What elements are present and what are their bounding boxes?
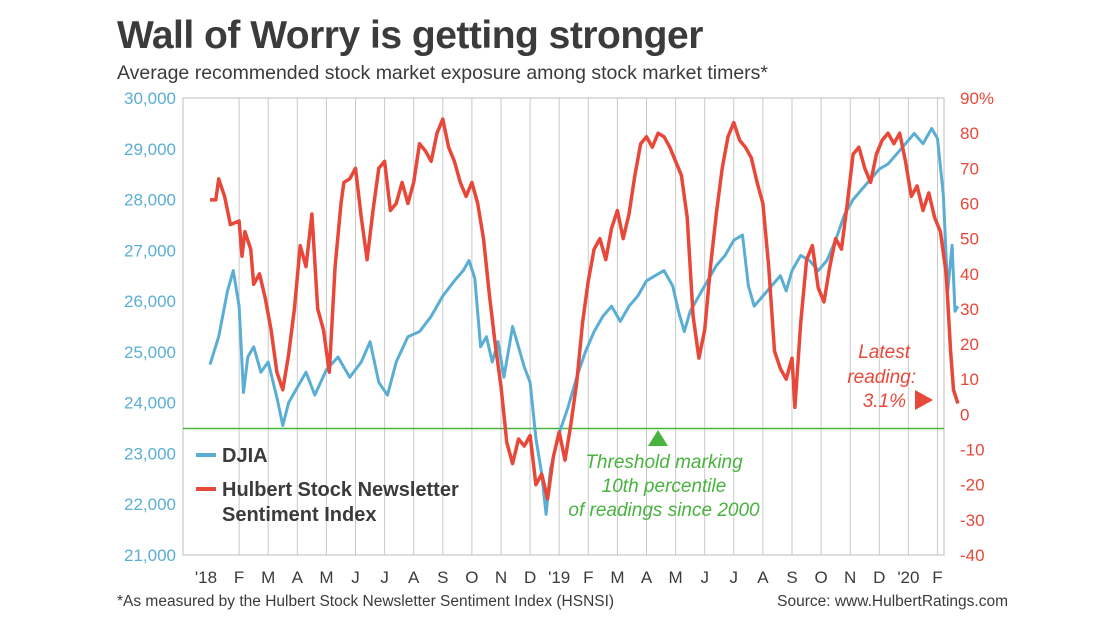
footnote: *As measured by the Hulbert Stock Newsle… [117,593,615,610]
x-tick-label: N [495,568,507,587]
right-tick-label: 0 [960,405,969,424]
latest-reading-line2: reading: [847,367,916,388]
x-tick-label: F [583,568,593,587]
x-tick-label: F [932,568,942,587]
right-tick-label: -30 [960,511,985,530]
right-tick-label: 20 [960,335,979,354]
left-tick-label: 22,000 [124,495,176,514]
latest-reading-annotation: Latest reading: 3.1% [847,342,933,412]
x-tick-label: J [380,568,389,587]
left-tick-label: 28,000 [124,191,176,210]
x-tick-label: D [524,568,536,587]
left-tick-label: 26,000 [124,292,176,311]
x-tick-label: M [261,568,275,587]
hsnsi-series-line [210,117,960,501]
x-tick-label: '18 [195,568,217,587]
right-tick-label: 60 [960,194,979,213]
threshold-label-line3: of readings since 2000 [568,500,760,521]
right-tick-label: -10 [960,441,985,460]
legend-label-hsnsi-line1: Hulbert Stock Newsletter [222,479,459,501]
latest-reading-line1: Latest [858,342,910,363]
x-tick-label: M [610,568,624,587]
left-tick-label: 30,000 [124,89,176,108]
chart-subtitle: Average recommended stock market exposur… [117,62,768,84]
left-tick-label: 27,000 [124,241,176,260]
right-tick-label: 40 [960,265,979,284]
x-tick-label: O [465,568,478,587]
x-tick-label: '20 [897,568,919,587]
right-tick-label: 90% [960,89,994,108]
x-tick-label: '19 [548,568,570,587]
x-tick-label: J [351,568,360,587]
legend: DJIA Hulbert Stock Newsletter Sentiment … [196,445,459,526]
right-tick-label: 30 [960,300,979,319]
right-tick-label: -20 [960,476,985,495]
left-tick-label: 23,000 [124,444,176,463]
x-tick-label: A [408,568,420,587]
x-tick-label: S [786,568,797,587]
x-axis-ticks: '18 F M A M J J A S O N D '19 F M A M J J A S O N D '20 F [195,568,943,587]
right-tick-label: 50 [960,230,979,249]
latest-reading-arrow-icon [915,390,933,410]
latest-reading-value: 3.1% [863,391,906,412]
threshold-label-line1: Threshold marking [585,452,743,473]
right-tick-label: 80 [960,124,979,143]
x-tick-label: F [234,568,244,587]
x-tick-label: M [319,568,333,587]
threshold-annotation: Threshold marking 10th percentile of rea… [568,430,760,521]
x-tick-label: A [641,568,653,587]
left-tick-label: 25,000 [124,343,176,362]
threshold-label-line2: 10th percentile [602,476,727,497]
left-tick-label: 29,000 [124,140,176,159]
right-tick-label: -40 [960,546,985,565]
x-tick-label: S [437,568,448,587]
legend-label-djia: DJIA [222,445,268,467]
threshold-arrow-icon [648,430,668,446]
legend-label-hsnsi-line2: Sentiment Index [222,504,376,526]
x-tick-label: J [730,568,739,587]
right-tick-label: 70 [960,159,979,178]
x-tick-label: N [844,568,856,587]
chart-title: Wall of Worry is getting stronger [117,14,703,57]
left-axis-ticks: 30,000 29,000 28,000 27,000 26,000 25,000 24,0… [124,89,176,565]
left-tick-label: 24,000 [124,394,176,413]
right-axis-ticks: 90% 80 70 60 50 40 30 20 10 0 -10 -20 -30 -40 [960,89,994,565]
left-tick-label: 21,000 [124,546,176,565]
x-tick-label: A [757,568,769,587]
x-tick-label: J [700,568,709,587]
plot-area-border [182,97,945,556]
x-tick-label: A [292,568,304,587]
right-tick-label: 10 [960,370,979,389]
x-tick-label: O [814,568,827,587]
x-tick-label: M [669,568,683,587]
source-credit: Source: www.HulbertRatings.com [777,593,1008,610]
x-tick-label: D [873,568,885,587]
